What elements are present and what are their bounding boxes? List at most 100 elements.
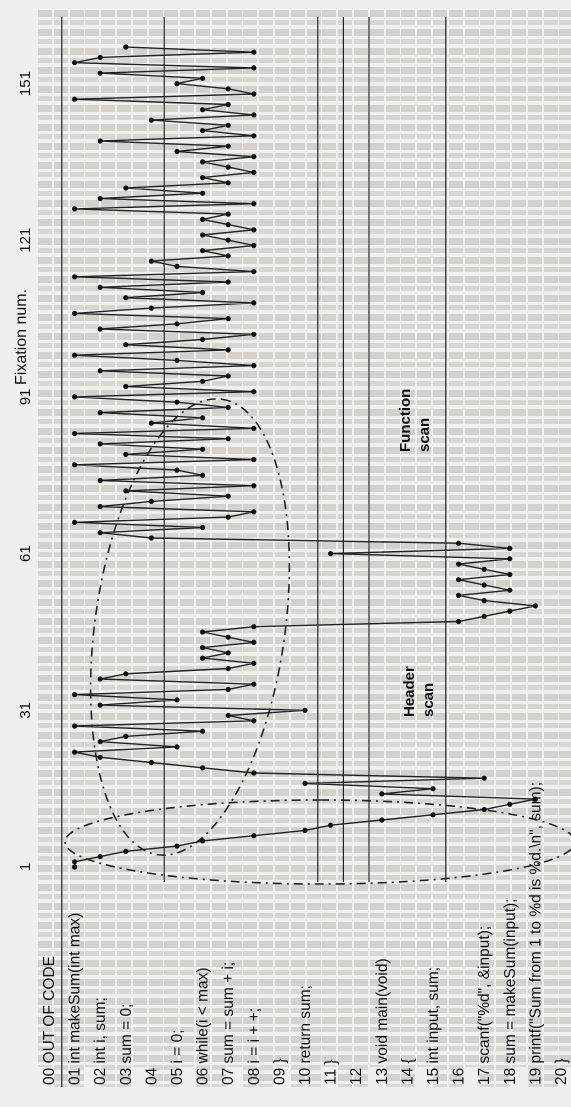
fixation-point xyxy=(507,571,513,578)
fixation-point xyxy=(225,712,231,719)
fixation-point xyxy=(532,603,539,609)
fixation-point xyxy=(200,446,206,452)
fixation-point xyxy=(148,535,154,541)
code-line-label: 01 int makeSum(int max) xyxy=(67,913,84,1085)
fixation-point xyxy=(200,107,206,113)
fixation-point xyxy=(72,274,78,280)
fixation-point xyxy=(225,347,231,353)
fixation-point xyxy=(456,577,462,583)
fixation-point xyxy=(251,331,257,337)
fixation-point xyxy=(251,389,257,395)
fixation-point xyxy=(251,718,257,724)
fixation-point xyxy=(251,425,257,431)
code-line-label: 19 printf("Sum from 1 to %d is %d.\n", s… xyxy=(527,782,544,1085)
fixation-point xyxy=(200,248,206,254)
code-line-label: 11 } xyxy=(323,1059,340,1085)
fixation-point xyxy=(97,70,103,76)
fixation-point xyxy=(200,190,206,196)
fixation-point xyxy=(225,86,231,92)
fixation-point xyxy=(97,754,103,760)
fixation-point xyxy=(123,185,129,191)
fixation-point xyxy=(200,75,206,81)
fixation-point xyxy=(123,451,129,457)
fixation-point xyxy=(72,859,78,865)
fixation-point xyxy=(251,660,257,666)
fixation-point xyxy=(97,739,103,745)
fixation-point xyxy=(200,728,206,734)
fixation-point xyxy=(123,44,129,50)
fixation-point xyxy=(200,765,206,771)
fixation-point xyxy=(174,80,180,87)
fixation-point xyxy=(72,462,78,468)
fixation-point xyxy=(72,430,78,437)
code-line-label: 20 } xyxy=(553,1058,570,1085)
fixation-point xyxy=(200,645,206,651)
fixation-point xyxy=(200,159,206,165)
x-tick-label: 121 xyxy=(17,228,34,253)
fixation-point xyxy=(225,650,231,656)
scanpath-line xyxy=(73,46,536,867)
code-line-label: 14 { xyxy=(399,1058,416,1085)
fixation-point xyxy=(251,227,257,233)
fixation-point xyxy=(174,321,180,327)
fixation-point xyxy=(225,237,231,243)
scanpath-series xyxy=(72,44,539,870)
fixation-point xyxy=(507,545,513,551)
fixation-point xyxy=(200,472,206,478)
fixation-point xyxy=(507,556,513,562)
fixation-point xyxy=(225,253,231,259)
fixation-point xyxy=(72,723,78,729)
fixation-point xyxy=(532,796,539,802)
fixation-point xyxy=(251,509,257,515)
fixation-point xyxy=(251,681,257,687)
fixation-point xyxy=(200,838,206,844)
code-line-label: 08 i = i + +; xyxy=(246,1008,263,1085)
fixation-point xyxy=(97,441,103,447)
fixation-point xyxy=(200,174,206,181)
x-tick-label: 91 xyxy=(17,389,34,406)
fixation-point xyxy=(97,195,103,202)
fixation-point xyxy=(251,300,257,306)
code-line-rules xyxy=(61,17,447,1087)
fixation-point xyxy=(456,540,462,546)
fixation-point xyxy=(251,624,257,630)
function-scan-ellipse xyxy=(89,398,291,856)
fixation-point xyxy=(97,284,103,290)
fixation-point xyxy=(200,655,206,661)
fixation-point xyxy=(123,488,129,494)
fixation-point xyxy=(225,101,231,108)
code-line-label: 00 OUT OF CODE xyxy=(41,956,58,1085)
code-line-label: 07 sum = sum + i; xyxy=(220,962,237,1085)
fixation-point xyxy=(97,477,103,484)
header-scan-ellipse xyxy=(64,799,571,885)
fixation-point xyxy=(148,258,154,264)
fixation-point xyxy=(507,587,513,593)
header-scan-label: Header xyxy=(401,666,418,717)
fixation-point xyxy=(97,54,103,60)
fixation-point xyxy=(97,854,103,860)
fixation-point xyxy=(200,289,206,296)
header-scan-label: scan xyxy=(420,683,437,717)
fixation-point xyxy=(174,399,180,405)
fixation-point xyxy=(97,676,103,682)
fixation-point xyxy=(251,833,257,839)
fixation-point xyxy=(225,634,231,640)
fixation-point xyxy=(225,436,231,442)
fixation-point xyxy=(251,456,257,463)
fixation-point xyxy=(430,812,436,818)
fixation-point xyxy=(251,201,257,207)
x-axis-title: Fixation num. xyxy=(13,289,30,385)
fixation-point xyxy=(72,864,78,870)
fixation-point xyxy=(200,336,206,343)
fixation-point xyxy=(379,791,385,797)
fixation-point xyxy=(225,180,231,186)
code-line-label: 04 xyxy=(143,1067,160,1085)
fixation-point xyxy=(97,138,103,144)
fixation-point xyxy=(251,169,257,175)
fixation-point xyxy=(456,561,462,567)
function-scan-label: Function xyxy=(397,389,414,452)
fixation-point xyxy=(148,759,154,766)
